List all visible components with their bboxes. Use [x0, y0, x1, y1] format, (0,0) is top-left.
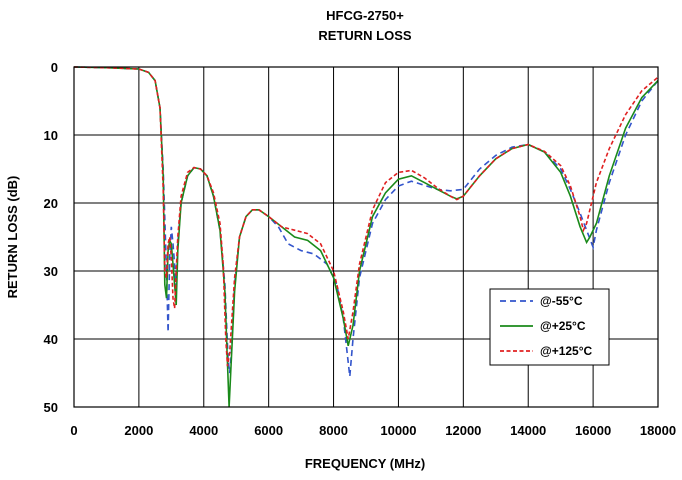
x-tick-label: 8000 — [319, 423, 348, 438]
x-tick-label: 10000 — [380, 423, 416, 438]
y-tick-label: 10 — [44, 128, 58, 143]
x-axis-label: FREQUENCY (MHz) — [305, 456, 425, 471]
legend-label-1: @-55°C — [540, 294, 583, 308]
x-tick-label: 12000 — [445, 423, 481, 438]
x-tick-label: 16000 — [575, 423, 611, 438]
legend-label-2: @+25°C — [540, 319, 586, 333]
x-tick-label: 0 — [70, 423, 77, 438]
legend-label-3: @+125°C — [540, 344, 593, 358]
x-tick-labels: 0 2000 4000 6000 8000 10000 12000 14000 16000 180… — [70, 423, 676, 438]
y-tick-label: 40 — [44, 332, 58, 347]
y-tick-label: 50 — [44, 400, 58, 415]
x-tick-label: 18000 — [640, 423, 676, 438]
series-lines — [74, 66, 658, 408]
x-tick-label: 6000 — [254, 423, 283, 438]
y-tick-label: 0 — [51, 60, 58, 75]
x-tick-label: 14000 — [510, 423, 546, 438]
series-line-3 — [74, 66, 658, 367]
y-tick-labels: 0 10 20 30 40 50 — [44, 60, 58, 415]
y-tick-label: 20 — [44, 196, 58, 211]
chart-title: HFCG-2750+ — [326, 8, 404, 23]
plot-frame — [73, 66, 659, 408]
y-tick-label: 30 — [44, 264, 58, 279]
chart-subtitle: RETURN LOSS — [318, 28, 412, 43]
x-tick-label: 2000 — [124, 423, 153, 438]
legend: @-55°C @+25°C @+125°C — [489, 288, 610, 366]
legend-box — [489, 288, 610, 366]
x-tick-label: 4000 — [189, 423, 218, 438]
y-axis-label: RETURN LOSS (dB) — [5, 176, 20, 299]
